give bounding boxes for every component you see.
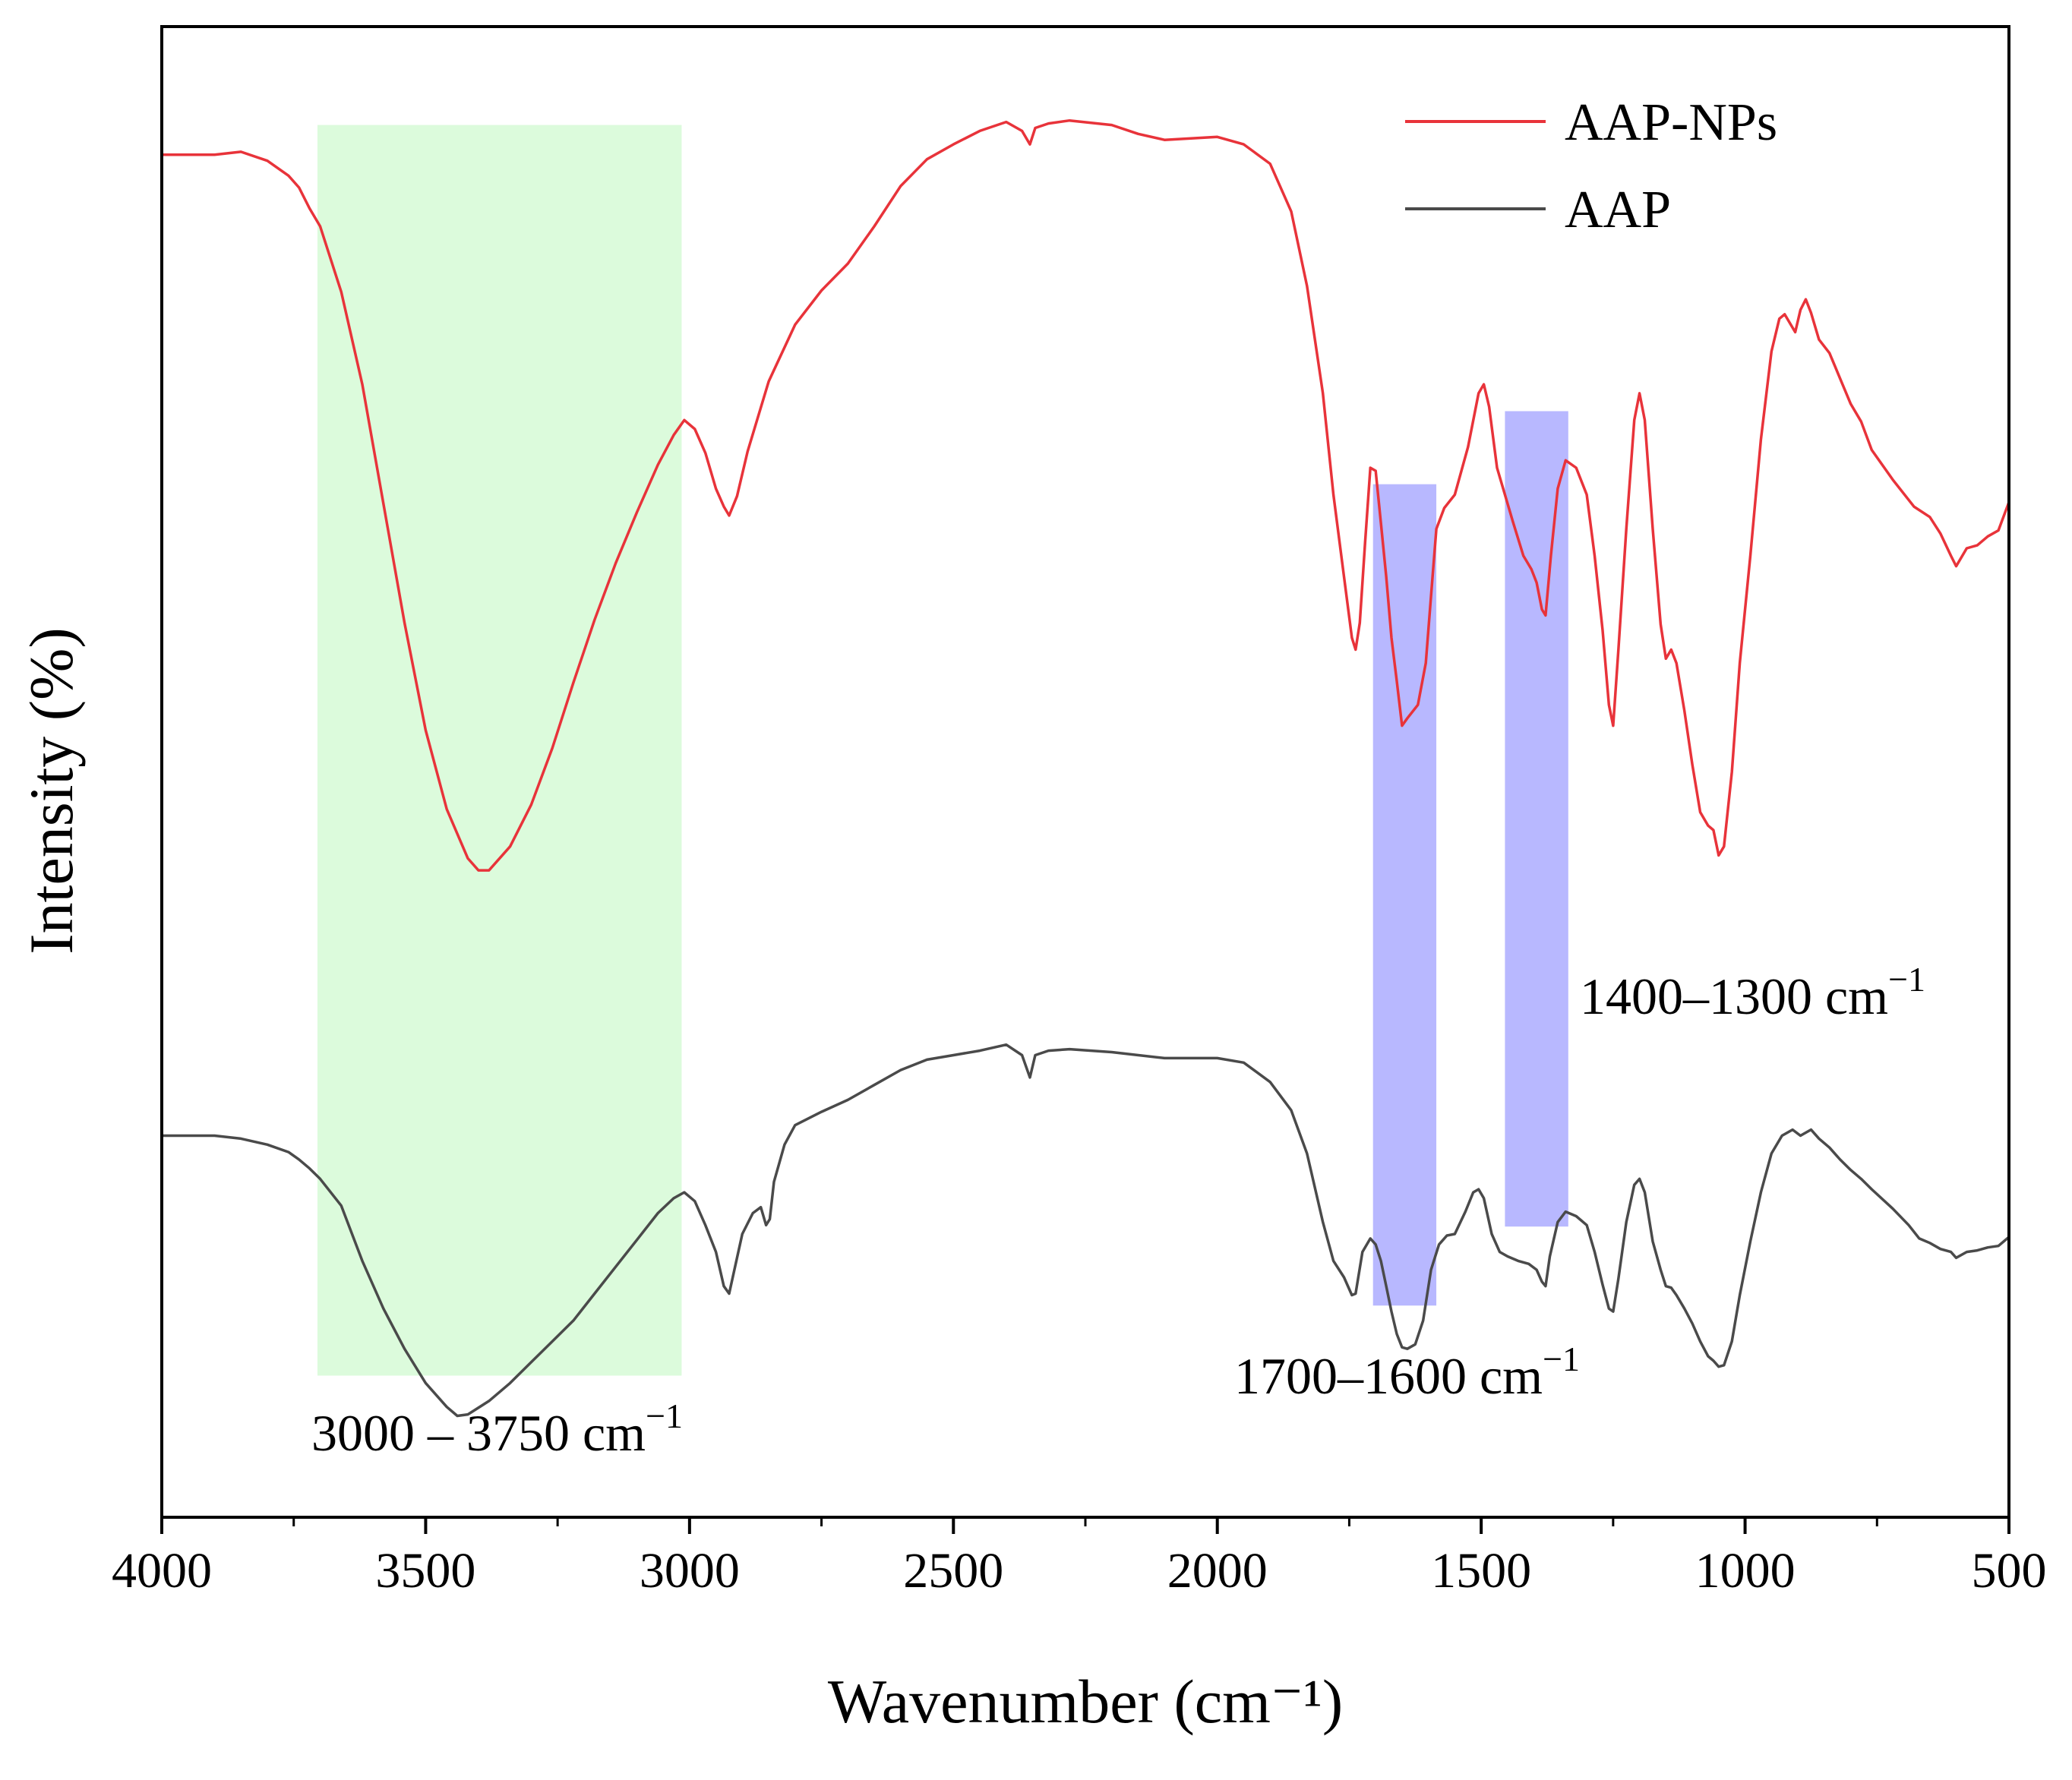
- x-axis-tick-labels: 4000 3500 3000 2500 2000 1500 1000 500: [112, 1543, 2047, 1599]
- legend-label: AAP-NPs: [1565, 93, 1777, 152]
- series-line-aap: [162, 1043, 2010, 1418]
- x-tick-label: 2500: [903, 1543, 1003, 1599]
- highlight-region-2: [1372, 484, 1437, 1306]
- x-tick-label: 3500: [375, 1543, 475, 1599]
- y-axis-title: Intensity (%): [17, 627, 86, 954]
- region-annotation-2: 1700–1600 cm−1: [1234, 1340, 1580, 1405]
- legend-label: AAP: [1565, 181, 1671, 239]
- series-line-aap-nps: [162, 118, 2010, 872]
- region-annotation-1: 3000 – 3750 cm−1: [311, 1397, 683, 1462]
- x-tick-label: 3000: [640, 1543, 740, 1599]
- x-tick-label: 500: [1972, 1543, 2047, 1599]
- highlight-region-3: [1505, 411, 1568, 1227]
- series-lines: [162, 118, 2010, 1418]
- x-tick-label: 4000: [112, 1543, 212, 1599]
- region-annotation-3: 1400–1300 cm−1: [1580, 960, 1925, 1025]
- x-tick-label: 1000: [1695, 1543, 1796, 1599]
- highlight-regions: [317, 125, 1568, 1376]
- region-annotations: 3000 – 3750 cm−1 1700–1600 cm−1 1400–1300 …: [311, 960, 1925, 1462]
- x-tick-label: 1500: [1431, 1543, 1531, 1599]
- highlight-region-1: [317, 125, 682, 1376]
- x-axis-title: Wavenumber (cm⁻¹): [828, 1667, 1343, 1736]
- x-axis-ticks: [160, 1517, 2010, 1534]
- legend: AAP-NPs AAP: [1405, 93, 1777, 239]
- x-tick-label: 2000: [1167, 1543, 1268, 1599]
